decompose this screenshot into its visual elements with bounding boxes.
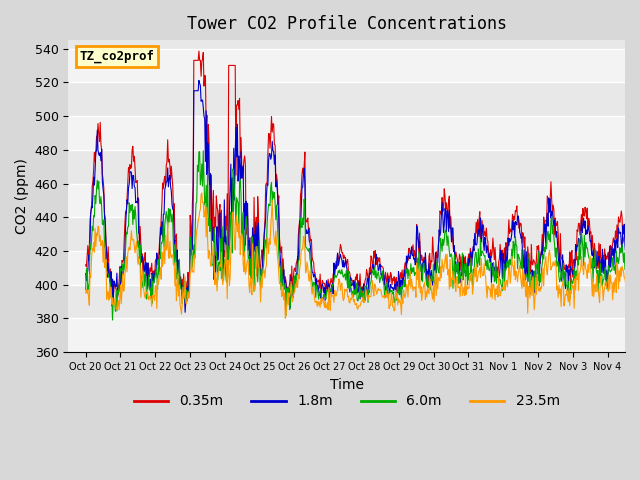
Bar	[68, 319, 625, 352]
Text: TZ_co2prof: TZ_co2prof	[79, 49, 154, 63]
Bar	[68, 251, 625, 285]
Bar	[68, 183, 625, 217]
Y-axis label: CO2 (ppm): CO2 (ppm)	[15, 158, 29, 234]
X-axis label: Time: Time	[330, 377, 364, 392]
Title: Tower CO2 Profile Concentrations: Tower CO2 Profile Concentrations	[187, 15, 507, 33]
Bar	[68, 48, 625, 82]
Bar	[68, 116, 625, 150]
Legend: 0.35m, 1.8m, 6.0m, 23.5m: 0.35m, 1.8m, 6.0m, 23.5m	[128, 389, 565, 414]
